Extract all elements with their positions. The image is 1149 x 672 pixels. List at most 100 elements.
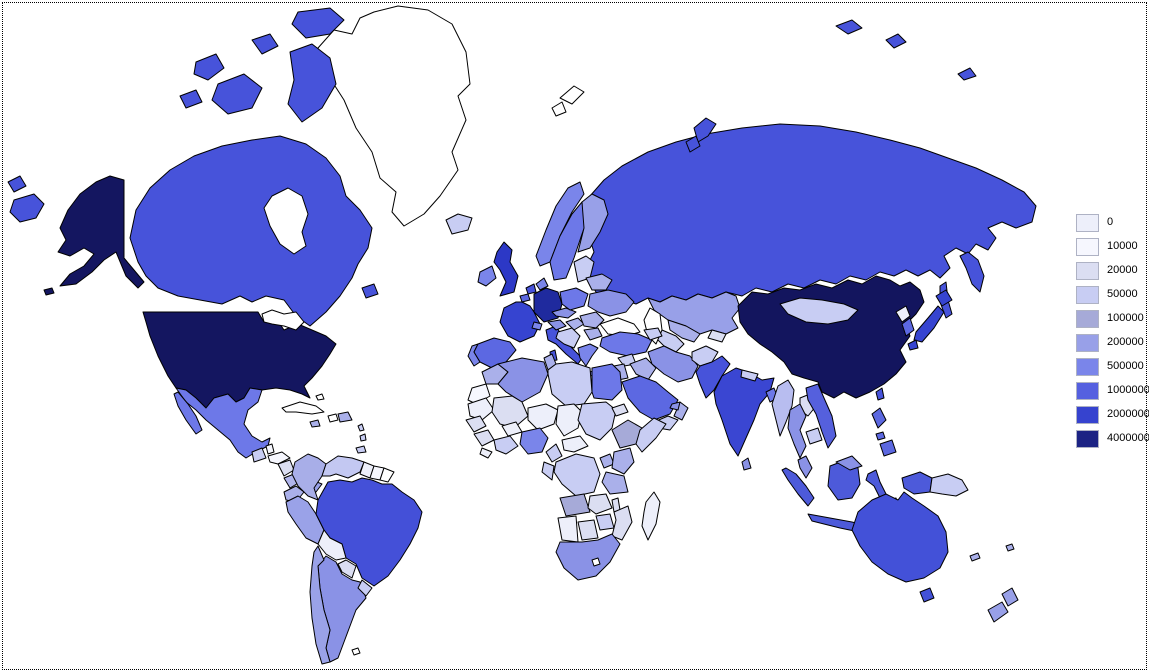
country-zambia	[587, 493, 613, 515]
country-poland	[559, 287, 589, 311]
country-chile	[309, 545, 331, 665]
country-zimbabwe	[595, 513, 615, 531]
country-lesser-antilles	[357, 423, 365, 432]
country-angola	[559, 493, 591, 517]
legend-swatch	[1076, 381, 1099, 400]
country-germany	[533, 287, 563, 323]
country-russia-arctic-island	[835, 19, 863, 35]
country-bolivia	[317, 529, 347, 561]
country-egypt	[591, 363, 623, 401]
country-mongolia	[779, 297, 859, 325]
country-ivory-coast-ghana	[493, 435, 519, 455]
country-russia-chukotka-west	[7, 175, 27, 193]
country-lesotho	[591, 557, 601, 567]
country-canada-banks	[193, 53, 225, 81]
country-australia	[851, 491, 949, 583]
country-balkans	[555, 327, 581, 349]
legend-swatch	[1076, 429, 1099, 448]
legend-label: 100000	[1107, 312, 1144, 324]
country-canada-arctic-island	[179, 89, 203, 109]
legend-item: 4000000	[1076, 429, 1149, 448]
country-usa-mainland	[142, 311, 337, 409]
country-greece	[577, 343, 599, 367]
country-iraq	[629, 357, 657, 381]
country-uruguay	[357, 579, 373, 597]
legend-label: 10000	[1107, 240, 1138, 252]
country-ukraine	[587, 289, 635, 317]
country-papua-new-guinea	[929, 473, 969, 497]
country-austria	[547, 319, 567, 331]
country-colombia	[291, 453, 327, 501]
legend-label: 0	[1107, 216, 1114, 228]
legend-label: 50000	[1107, 288, 1138, 300]
country-taiwan	[875, 387, 885, 401]
country-japan-kyushu	[907, 339, 919, 351]
country-indonesia-sumatra	[781, 467, 815, 507]
country-mauritania	[467, 397, 495, 421]
country-canada-newfoundland	[361, 283, 379, 299]
country-russia-novaya-zemlya	[685, 135, 701, 153]
country-indonesia-west-papua	[901, 471, 933, 495]
legend-swatch	[1076, 333, 1099, 352]
country-switzerland	[531, 321, 543, 331]
country-denmark	[535, 277, 549, 291]
country-haiti	[327, 413, 339, 423]
legend-swatch	[1076, 285, 1099, 304]
legend-swatch	[1076, 405, 1099, 424]
legend-swatch	[1076, 213, 1099, 232]
country-namibia	[557, 515, 579, 543]
legend-item: 200000	[1076, 333, 1149, 352]
country-australia-tasmania	[919, 587, 935, 603]
country-mali	[491, 395, 529, 429]
legend-swatch	[1076, 309, 1099, 328]
legend-item: 0	[1076, 213, 1149, 232]
country-oman	[673, 401, 689, 421]
country-canada-arctic-island	[251, 33, 279, 55]
country-french-guiana	[379, 467, 395, 483]
great-lakes	[261, 309, 305, 331]
country-paraguay	[337, 559, 357, 579]
country-saudi-arabia	[621, 375, 679, 421]
country-russia	[585, 123, 1037, 305]
country-sudan	[577, 401, 617, 441]
country-congo-gabon	[541, 461, 555, 481]
country-canada-mainland	[129, 135, 373, 327]
country-mexico-baja	[173, 391, 203, 435]
legend-item: 10000	[1076, 237, 1149, 256]
country-pacific-new-caledonia	[969, 552, 981, 562]
country-greenland	[317, 5, 471, 227]
country-malaysia-borneo	[835, 455, 863, 471]
country-cambodia	[805, 427, 823, 445]
country-indonesia-sulawesi	[865, 469, 887, 499]
country-united-arab-emirates	[669, 401, 681, 411]
legend-swatch	[1076, 261, 1099, 280]
country-eritrea	[611, 403, 629, 417]
country-belize	[265, 443, 275, 455]
country-honduras	[267, 451, 291, 465]
country-netherlands	[525, 283, 537, 295]
svalbard	[551, 101, 567, 117]
country-malaysia-peninsula	[797, 455, 813, 479]
country-norway	[535, 181, 585, 267]
country-north-korea	[895, 305, 911, 323]
country-senegal-region	[465, 415, 487, 433]
hudson-bay	[263, 187, 309, 255]
country-madagascar	[641, 491, 661, 541]
legend-label: 2000000	[1107, 408, 1149, 420]
country-ireland	[477, 265, 497, 287]
country-pacific-fiji	[1005, 543, 1015, 552]
country-romania	[579, 311, 605, 329]
country-russia-wrangel	[957, 67, 977, 81]
country-botswana	[577, 519, 599, 541]
country-guatemala	[251, 447, 267, 463]
country-algeria	[497, 357, 549, 403]
country-bahamas	[315, 393, 325, 401]
country-philippines-luzon	[871, 407, 887, 429]
legend-label: 1000000	[1107, 384, 1149, 396]
country-united-kingdom	[493, 241, 519, 297]
country-india	[713, 367, 775, 457]
country-japan-hokkaido	[935, 289, 953, 307]
legend: 0 10000 20000 50000 100000 200000 500000 100000…	[1076, 213, 1149, 448]
